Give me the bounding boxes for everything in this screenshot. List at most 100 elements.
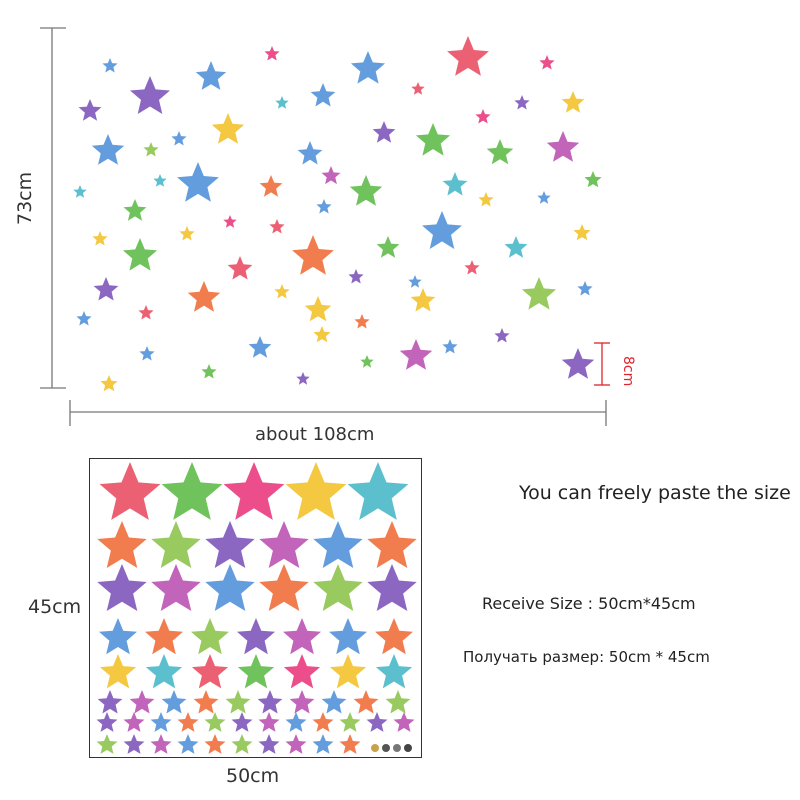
star-icon bbox=[464, 260, 480, 275]
star-icon bbox=[231, 712, 253, 732]
star-icon bbox=[561, 348, 595, 379]
star-icon bbox=[257, 690, 283, 714]
star-size-marker bbox=[594, 342, 610, 386]
star-icon bbox=[385, 690, 411, 714]
star-icon bbox=[274, 284, 290, 299]
sheet-logos bbox=[371, 744, 412, 752]
star-icon bbox=[153, 174, 167, 187]
star-icon bbox=[339, 734, 361, 754]
star-icon bbox=[296, 372, 310, 385]
star-icon bbox=[349, 175, 383, 206]
star-icon bbox=[227, 256, 253, 280]
star-icon bbox=[130, 76, 170, 114]
star-icon bbox=[122, 238, 158, 271]
star-icon bbox=[102, 58, 118, 73]
star-icon bbox=[223, 462, 285, 520]
star-icon bbox=[316, 199, 332, 214]
star-icon bbox=[99, 654, 137, 689]
star-icon bbox=[177, 162, 219, 202]
star-icon bbox=[187, 281, 221, 312]
star-icon bbox=[97, 690, 123, 714]
star-icon bbox=[366, 712, 388, 732]
star-icon bbox=[494, 328, 510, 343]
star-icon bbox=[486, 139, 514, 165]
star-icon bbox=[297, 141, 323, 165]
star-icon bbox=[504, 236, 528, 258]
sheet-width-label: 50cm bbox=[226, 765, 280, 787]
star-icon bbox=[478, 192, 494, 207]
star-icon bbox=[177, 734, 199, 754]
height-dimension-label: 73cm bbox=[14, 171, 36, 225]
star-icon bbox=[292, 235, 334, 275]
star-icon bbox=[129, 690, 155, 714]
star-icon bbox=[310, 83, 336, 107]
star-icon bbox=[161, 462, 223, 520]
star-icon bbox=[205, 521, 255, 568]
star-icon bbox=[584, 171, 602, 188]
star-icon bbox=[537, 191, 551, 204]
star-icon bbox=[204, 712, 226, 732]
star-icon bbox=[375, 618, 413, 655]
star-icon bbox=[353, 690, 379, 714]
star-icon bbox=[237, 618, 275, 655]
star-icon bbox=[177, 712, 199, 732]
star-icon bbox=[347, 462, 409, 520]
star-icon bbox=[577, 281, 593, 296]
star-icon bbox=[410, 288, 436, 312]
star-icon bbox=[329, 618, 367, 655]
star-icon bbox=[275, 96, 289, 109]
dimension-lines bbox=[40, 27, 607, 426]
star-icon bbox=[354, 314, 370, 329]
star-icon bbox=[150, 712, 172, 732]
star-icon bbox=[348, 269, 364, 284]
star-icon bbox=[283, 654, 321, 689]
star-icon bbox=[150, 734, 172, 754]
star-icon bbox=[408, 275, 422, 288]
star-icon bbox=[259, 521, 309, 568]
star-icon bbox=[201, 364, 217, 379]
star-icon bbox=[339, 712, 361, 732]
star-icon bbox=[191, 618, 229, 655]
star-size-label: 8cm bbox=[620, 356, 636, 387]
star-icon bbox=[179, 226, 195, 241]
star-icon bbox=[211, 113, 245, 144]
star-icon bbox=[442, 339, 458, 354]
star-icon bbox=[415, 123, 451, 156]
star-icon bbox=[285, 734, 307, 754]
width-dimension-label: about 108cm bbox=[255, 424, 375, 445]
sticker-sheet-stars bbox=[96, 462, 417, 754]
star-icon bbox=[521, 277, 557, 310]
star-icon bbox=[92, 231, 108, 246]
receive-size-text-ru: Получать размер: 50cm * 45cm bbox=[463, 648, 710, 666]
star-icon bbox=[285, 712, 307, 732]
star-icon bbox=[151, 564, 201, 611]
star-icon bbox=[411, 82, 425, 95]
star-icon bbox=[422, 211, 462, 249]
star-icon bbox=[313, 564, 363, 611]
star-icon bbox=[96, 734, 118, 754]
star-icon bbox=[99, 462, 161, 520]
star-icon bbox=[350, 51, 386, 84]
star-icon bbox=[321, 690, 347, 714]
star-icon bbox=[514, 95, 530, 110]
star-icon bbox=[573, 224, 591, 241]
star-icon bbox=[289, 690, 315, 714]
star-icon bbox=[321, 166, 341, 185]
star-icon bbox=[393, 712, 415, 732]
star-icon bbox=[76, 311, 92, 326]
star-icon bbox=[99, 618, 137, 655]
star-icon bbox=[204, 734, 226, 754]
star-icon bbox=[191, 654, 229, 689]
star-icon bbox=[475, 109, 491, 124]
star-icon bbox=[285, 462, 347, 520]
star-icon bbox=[96, 712, 118, 732]
star-icon bbox=[360, 355, 374, 368]
star-icon bbox=[367, 521, 417, 568]
star-icon bbox=[195, 61, 227, 90]
star-icon bbox=[258, 712, 280, 732]
star-icon bbox=[123, 712, 145, 732]
star-icon bbox=[259, 564, 309, 611]
star-icon bbox=[205, 564, 255, 611]
sticker-sheet-border bbox=[89, 458, 422, 758]
paste-note: You can freely paste the size bbox=[519, 482, 791, 504]
